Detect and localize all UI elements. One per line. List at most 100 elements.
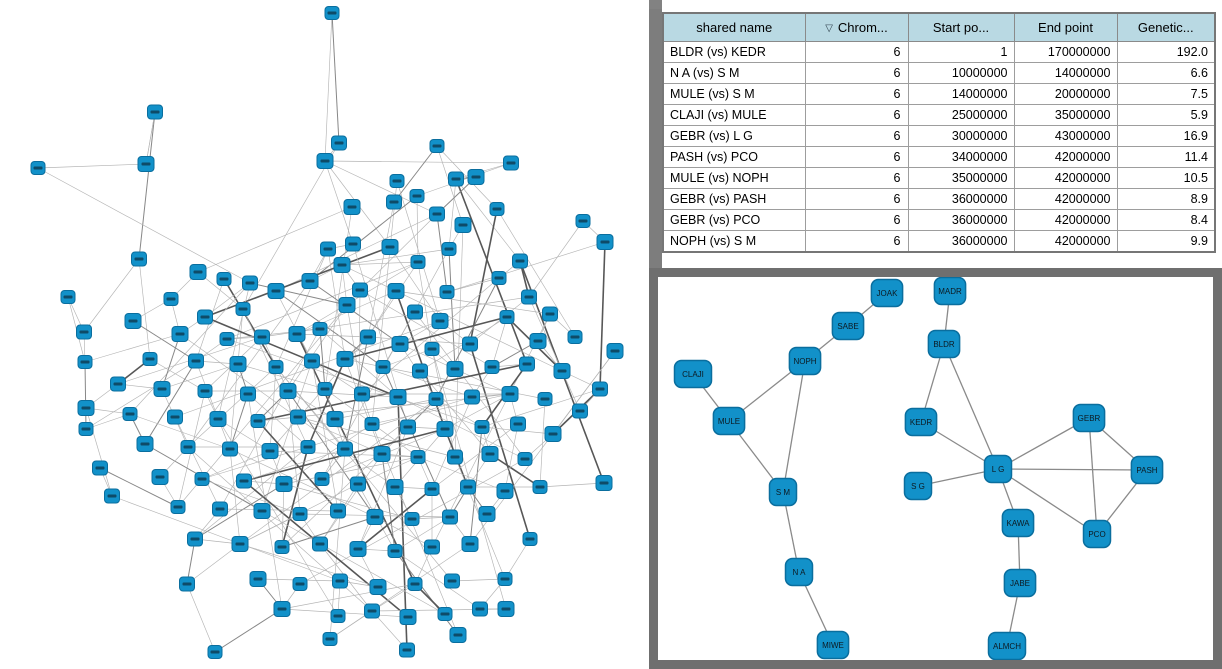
cell-shared-name[interactable]: MULE (vs) NOPH (662, 167, 806, 189)
table-row[interactable]: BLDR (vs) KEDR 6 1 170000000 192.0 (662, 41, 1216, 63)
network-node[interactable] (409, 189, 425, 203)
cell-shared-name[interactable]: GEBR (vs) PCO (662, 209, 806, 231)
network-edge-LG-PCO[interactable] (997, 468, 1098, 535)
network-node[interactable] (189, 264, 207, 280)
network-node[interactable] (544, 426, 562, 442)
network-node-MADR[interactable]: MADR (933, 277, 967, 306)
column-header-startpo[interactable]: Start po... (907, 12, 1015, 42)
network-node[interactable] (467, 169, 485, 185)
network-node-SABE[interactable]: SABE (831, 311, 865, 341)
network-node[interactable] (30, 161, 46, 175)
network-node[interactable] (209, 411, 227, 427)
network-node[interactable] (274, 540, 290, 554)
network-node[interactable] (170, 500, 186, 514)
network-node[interactable] (474, 420, 490, 434)
network-node[interactable] (381, 239, 399, 255)
table-row[interactable]: CLAJI (vs) MULE 6 25000000 35000000 5.9 (662, 104, 1216, 126)
network-node[interactable] (349, 541, 367, 557)
network-node-MIWE[interactable]: MIWE (816, 630, 850, 660)
network-node[interactable] (386, 194, 402, 210)
network-node[interactable] (522, 532, 538, 546)
table-row[interactable]: GEBR (vs) PASH 6 36000000 42000000 8.9 (662, 188, 1216, 210)
column-header-sharedname[interactable]: shared name (662, 12, 806, 42)
network-node[interactable] (542, 306, 558, 322)
column-header-chrom[interactable]: ▽ Chrom... (804, 12, 909, 42)
cell-value[interactable]: 11.4 (1116, 146, 1216, 168)
network-node[interactable] (424, 539, 440, 555)
network-node[interactable] (331, 135, 347, 151)
network-node[interactable] (532, 480, 548, 494)
network-node[interactable] (464, 389, 480, 405)
cell-value[interactable]: 14000000 (1013, 62, 1118, 84)
network-node[interactable] (389, 389, 407, 405)
network-node[interactable] (407, 577, 423, 591)
network-node[interactable] (497, 572, 513, 586)
cell-value[interactable]: 10000000 (907, 62, 1015, 84)
network-node[interactable] (338, 297, 356, 313)
cell-value[interactable]: 6 (804, 83, 909, 105)
cell-value[interactable]: 42000000 (1013, 188, 1118, 210)
cell-value[interactable]: 16.9 (1116, 125, 1216, 147)
cell-value[interactable]: 192.0 (1116, 41, 1216, 63)
network-node[interactable] (442, 509, 458, 525)
cell-value[interactable]: 14000000 (907, 83, 1015, 105)
column-header-genetic[interactable]: Genetic... (1116, 12, 1216, 42)
network-node-PCO[interactable]: PCO (1082, 519, 1112, 549)
network-node[interactable] (288, 326, 306, 342)
network-node[interactable] (478, 506, 496, 522)
cell-value[interactable]: 36000000 (907, 188, 1015, 210)
cell-value[interactable]: 6 (804, 188, 909, 210)
network-node[interactable] (387, 544, 403, 558)
network-edge-GEBR-PCO[interactable] (1088, 417, 1098, 535)
network-node[interactable] (222, 441, 238, 457)
cell-value[interactable]: 30000000 (907, 125, 1015, 147)
network-node[interactable] (336, 351, 354, 367)
network-node[interactable] (386, 479, 404, 495)
filter-icon[interactable]: ▽ (825, 23, 833, 34)
network-node-CLAJI[interactable]: CLAJI (673, 359, 713, 389)
network-node[interactable] (253, 503, 271, 519)
network-node[interactable] (364, 417, 380, 431)
network-node[interactable] (267, 283, 285, 299)
network-node[interactable] (322, 632, 338, 646)
network-node-BLDR[interactable]: BLDR (927, 329, 961, 359)
network-node[interactable] (124, 313, 142, 329)
network-node[interactable] (400, 419, 416, 435)
network-node[interactable] (292, 577, 308, 591)
small-network-canvas[interactable]: JOAK MADR SABE BLDR NOPH CLAJI MULE KEDR GEBR L G… (658, 277, 1213, 660)
network-node[interactable] (424, 482, 440, 496)
network-node[interactable] (197, 309, 213, 325)
network-node[interactable] (503, 155, 519, 171)
network-node[interactable] (369, 579, 387, 595)
network-node[interactable] (147, 104, 163, 120)
network-node[interactable] (231, 536, 249, 552)
network-node[interactable] (350, 476, 366, 492)
network-node[interactable] (596, 234, 614, 250)
network-node[interactable] (194, 472, 210, 486)
cell-value[interactable]: 35000000 (907, 167, 1015, 189)
network-node[interactable] (410, 255, 426, 269)
network-node[interactable] (122, 407, 138, 421)
table-row[interactable]: MULE (vs) NOPH 6 35000000 42000000 10.5 (662, 167, 1216, 189)
network-node[interactable] (606, 343, 624, 359)
cell-value[interactable]: 7.5 (1116, 83, 1216, 105)
cell-value[interactable]: 6 (804, 146, 909, 168)
cell-value[interactable]: 6 (804, 41, 909, 63)
cell-value[interactable]: 42000000 (1013, 146, 1118, 168)
cell-value[interactable]: 10.5 (1116, 167, 1216, 189)
network-node[interactable] (436, 421, 454, 437)
network-node[interactable] (77, 355, 93, 369)
network-node[interactable] (429, 139, 445, 153)
network-node[interactable] (332, 573, 348, 589)
network-edge-NOPH-SM[interactable] (782, 360, 806, 493)
network-node[interactable] (441, 242, 457, 256)
network-node[interactable] (304, 353, 320, 369)
network-node[interactable] (439, 285, 455, 299)
network-node[interactable] (273, 601, 291, 617)
cell-value[interactable]: 42000000 (1013, 167, 1118, 189)
network-node[interactable] (489, 202, 505, 216)
network-node[interactable] (78, 422, 94, 436)
network-node[interactable] (391, 336, 409, 352)
large-network-panel[interactable] (0, 0, 649, 669)
network-node[interactable] (324, 6, 340, 20)
